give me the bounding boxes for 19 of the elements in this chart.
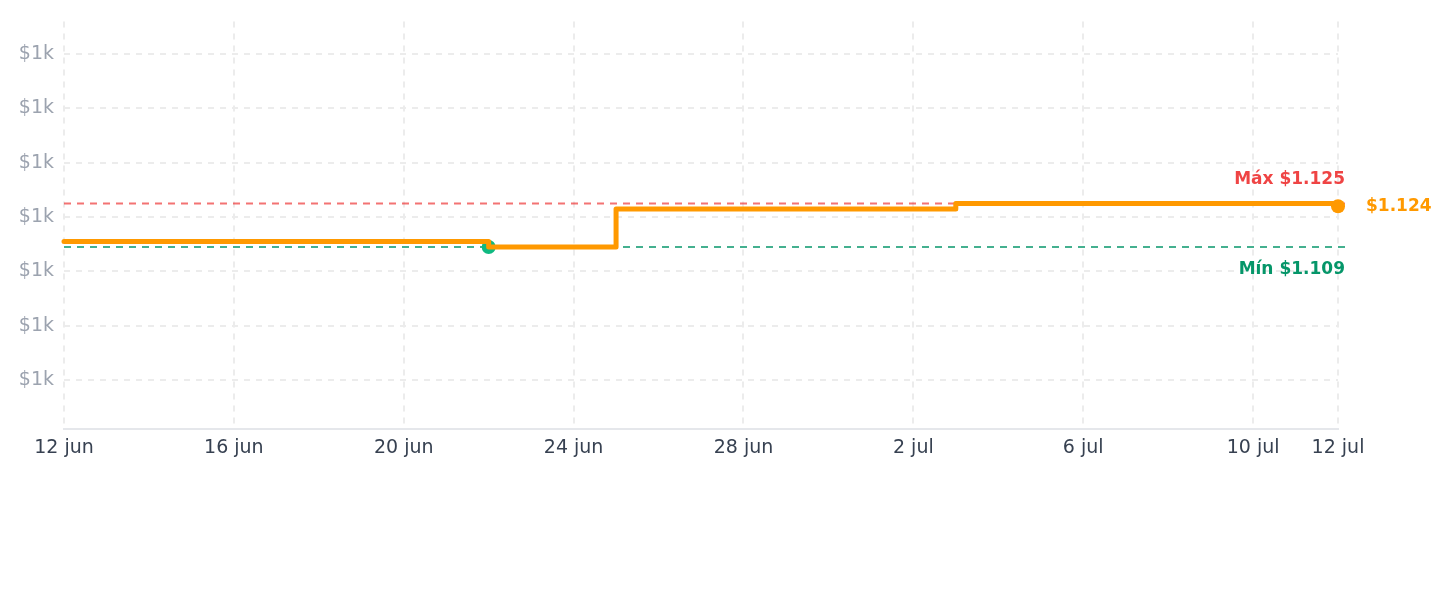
x-tick-label: 12 jun xyxy=(34,435,94,458)
x-tick-label: 12 jul xyxy=(1311,435,1365,458)
x-tick-label: 16 jun xyxy=(204,435,264,458)
x-tick-label: 24 jun xyxy=(543,435,604,458)
x-tick-label: 20 jun xyxy=(373,435,434,458)
ref-line-label: Mín $1.109 xyxy=(1238,257,1345,278)
x-tick-label: 6 jul xyxy=(1062,435,1104,458)
y-tick-label: $1k xyxy=(18,312,54,335)
y-tick-label: $1k xyxy=(18,40,54,63)
y-tick-label: $1k xyxy=(18,258,54,281)
data-label: $1.124 xyxy=(1366,194,1432,215)
y-tick-label: $1k xyxy=(18,95,54,118)
x-tick-label: 2 jul xyxy=(892,435,934,458)
x-tick-label: 28 jun xyxy=(713,435,774,458)
ref-line-label: Máx $1.125 xyxy=(1234,168,1345,189)
x-tick-label: 10 jul xyxy=(1226,435,1280,458)
y-tick-label: $1k xyxy=(18,367,54,390)
y-tick-label: $1k xyxy=(18,203,54,226)
y-tick-label: $1k xyxy=(18,149,54,172)
